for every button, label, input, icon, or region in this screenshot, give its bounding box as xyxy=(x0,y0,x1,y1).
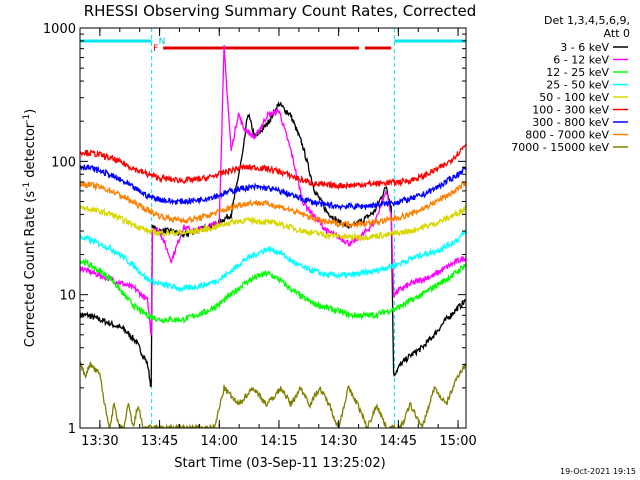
x-tick-label: 15:00 xyxy=(439,434,476,449)
chart-title: RHESSI Observing Summary Count Rates, Co… xyxy=(84,2,477,20)
series-line-800-7000-kev xyxy=(80,180,466,229)
legend-label-7000-15000-kev: 7000 - 15000 keV xyxy=(511,141,609,154)
x-tick-label: 14:15 xyxy=(260,434,297,449)
legend-label-300-800-kev: 300 - 800 keV xyxy=(532,116,609,129)
axis-ticks: 1 10 100 1000 13:30 13:45 14:00 14:15 14:30 14:45… xyxy=(43,22,477,449)
x-tick-label: 14:45 xyxy=(380,434,417,449)
y-axis-label: Corrected Count Rate (s-1 detector-1) xyxy=(22,109,38,347)
series-line-25-50-kev xyxy=(80,229,466,293)
y-tick-label: 100 xyxy=(51,155,76,170)
legend-label-50-100-kev: 50 - 100 keV xyxy=(539,91,609,104)
legend-label-100-300-kev: 100 - 300 keV xyxy=(532,104,609,117)
x-tick-label: 13:45 xyxy=(141,434,178,449)
x-tick-label: 14:00 xyxy=(201,434,238,449)
series-line-7000-15000-kev xyxy=(80,361,466,428)
series-line-6-12-kev xyxy=(80,45,466,336)
series-line-100-300-kev xyxy=(80,143,466,191)
timestamp: 19-Oct-2021 19:15 xyxy=(560,467,636,476)
x-axis-label: Start Time (03-Sep-11 13:25:02) xyxy=(174,456,385,471)
legend-label-6-12-kev: 6 - 12 keV xyxy=(553,54,609,67)
legend-label-3-6-kev: 3 - 6 keV xyxy=(560,41,609,54)
y-axis-label-end: ) xyxy=(23,109,38,114)
x-tick-label: 13:30 xyxy=(81,434,118,449)
x-tick-label: 14:30 xyxy=(320,434,357,449)
series-line-3-6-kev xyxy=(80,100,466,388)
legend-label-800-7000-kev: 800 - 7000 keV xyxy=(525,129,609,142)
y-axis-label-sup-2: -1 xyxy=(22,114,32,123)
y-axis-label-start: Corrected Count Rate (s xyxy=(23,191,38,348)
night-flag-label: N xyxy=(159,37,166,47)
y-tick-label: 10 xyxy=(59,289,76,304)
y-axis-label-sup-1: -1 xyxy=(22,182,32,191)
legend-header-attenuator: Att 0 xyxy=(604,27,630,40)
series-layer xyxy=(80,45,466,428)
y-axis-label-middle: detector xyxy=(23,122,38,182)
y-tick-label: 1 xyxy=(68,422,76,437)
y-tick-label: 1000 xyxy=(43,22,76,37)
series-line-50-100-kev xyxy=(80,204,466,243)
series-line-12-25-kev xyxy=(80,257,466,324)
plot-frame xyxy=(79,27,467,429)
flare-flag-label: F xyxy=(153,44,158,54)
legend-label-25-50-kev: 25 - 50 keV xyxy=(546,79,609,92)
legend-header-detectors: Det 1,3,4,5,6,9, xyxy=(544,14,630,27)
series-line-300-800-kev xyxy=(80,164,466,212)
legend-label-12-25-kev: 12 - 25 keV xyxy=(546,66,609,79)
flag-overlay: NF xyxy=(80,28,466,428)
